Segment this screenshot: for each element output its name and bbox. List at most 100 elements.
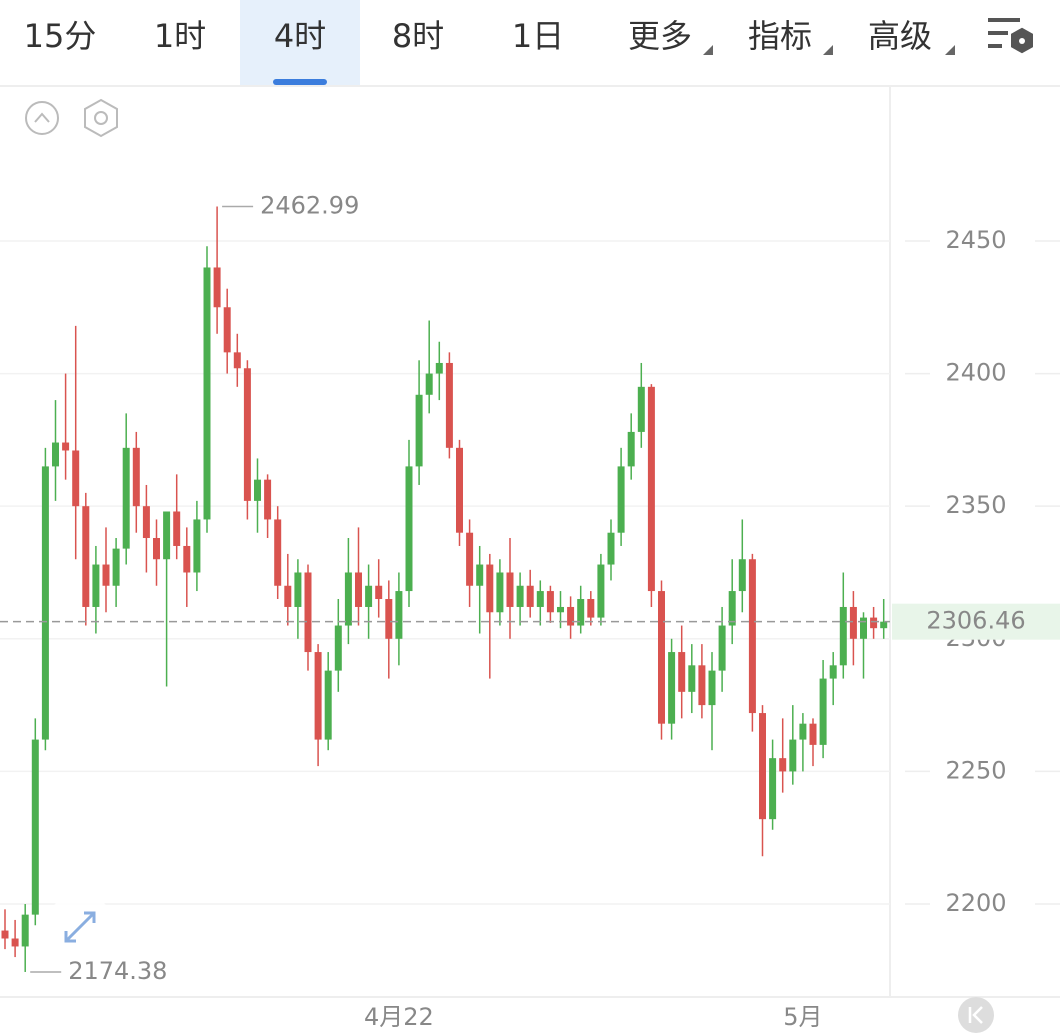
- hex-settings-icon[interactable]: [84, 98, 118, 138]
- y-tick-label: 2250: [945, 756, 1006, 784]
- candle-body: [607, 532, 615, 565]
- candle-body: [466, 532, 474, 586]
- y-tick-label: 2400: [945, 359, 1006, 387]
- candle-body: [870, 617, 878, 629]
- candle-body: [445, 362, 453, 448]
- candle-body: [274, 519, 282, 586]
- candle-body: [122, 447, 130, 549]
- candle-body: [425, 373, 433, 395]
- candle-body: [435, 362, 443, 374]
- candle-body: [819, 678, 827, 745]
- candle-body: [708, 670, 716, 706]
- candle-body: [546, 591, 554, 613]
- candle-body: [839, 606, 847, 666]
- candle-body: [617, 466, 625, 533]
- candle-body: [355, 572, 362, 607]
- candle-body: [344, 572, 352, 626]
- candle-body: [21, 914, 29, 947]
- x-tick-label: 4月22: [364, 1003, 434, 1031]
- last-price-label: 2306.46: [926, 607, 1025, 635]
- candle-body: [849, 606, 857, 639]
- candle-body: [506, 572, 514, 607]
- candle-body: [102, 564, 110, 586]
- candle-body: [728, 591, 736, 626]
- tab[interactable]: 1日: [512, 17, 564, 55]
- candle-body: [233, 352, 241, 369]
- candle-body: [789, 739, 797, 772]
- candle-body: [284, 585, 292, 607]
- candle-body: [223, 307, 231, 353]
- candle-body: [880, 621, 888, 629]
- candle-body: [213, 267, 221, 308]
- tab[interactable]: 高级: [868, 17, 932, 55]
- candle-body: [597, 564, 605, 618]
- candle-body: [62, 442, 70, 451]
- candle-body: [738, 559, 746, 592]
- candle-body: [627, 431, 635, 467]
- candle-body: [829, 665, 837, 679]
- settings-icon[interactable]: [988, 18, 1033, 54]
- candle-body: [82, 506, 90, 607]
- candle-body: [203, 267, 211, 520]
- candle-body: [31, 739, 39, 915]
- candle-body: [294, 572, 302, 607]
- tab[interactable]: 8时: [392, 17, 444, 55]
- candle-body: [769, 758, 777, 820]
- dropdown-arrows: [703, 45, 955, 55]
- tab[interactable]: 1时: [154, 17, 206, 55]
- candle-body: [668, 652, 676, 724]
- candle-body: [456, 447, 463, 533]
- candle-body: [193, 519, 201, 573]
- candle-body: [334, 625, 342, 671]
- max-label: 2462.99: [260, 192, 359, 220]
- candle-body: [243, 368, 251, 501]
- tab[interactable]: 指标: [748, 17, 812, 55]
- candle-body: [415, 394, 423, 467]
- y-tick-label: 2350: [945, 491, 1006, 519]
- candle-body: [759, 713, 766, 820]
- tab[interactable]: 更多: [628, 17, 692, 55]
- candle-body: [395, 591, 403, 639]
- expand-icon[interactable]: [46, 893, 114, 961]
- candle-body: [41, 466, 49, 740]
- candle-body: [304, 572, 312, 653]
- candle-body: [748, 559, 756, 714]
- tab[interactable]: 15分: [24, 17, 97, 55]
- candle-body: [183, 545, 191, 573]
- candle-body: [264, 479, 272, 520]
- candle-body: [718, 625, 726, 671]
- candle-body: [688, 665, 696, 692]
- x-tick-label: 5月: [783, 1003, 822, 1031]
- scroll-latest-icon[interactable]: [958, 997, 994, 1033]
- candle-body: [142, 506, 150, 539]
- candle-body: [860, 617, 867, 639]
- candle-body: [557, 606, 564, 613]
- candle-body: [476, 564, 484, 586]
- candle-body: [173, 511, 181, 546]
- candle-body: [799, 723, 807, 740]
- tab[interactable]: 4时: [274, 17, 326, 55]
- candle-body: [375, 585, 383, 600]
- active-tab-bg: [240, 0, 360, 85]
- active-tab-underline: [273, 79, 327, 85]
- collapse-icon[interactable]: [25, 101, 59, 135]
- y-tick-label: 2450: [945, 226, 1006, 254]
- candle-body: [658, 591, 665, 724]
- candle-body: [486, 564, 494, 613]
- candle-body: [324, 670, 332, 740]
- candle-body: [11, 938, 19, 947]
- candle-body: [112, 548, 120, 586]
- candle-body: [567, 606, 575, 626]
- candle-body: [314, 652, 322, 740]
- candle-body: [132, 447, 140, 507]
- plot: 2200225023002350240024504月225月2306.46246…: [0, 192, 1060, 1031]
- candle-body: [809, 723, 817, 745]
- min-label: 2174.38: [68, 957, 167, 985]
- last-price-box: [892, 603, 1060, 640]
- y-tick-label: 2200: [945, 889, 1006, 917]
- candle-body: [698, 665, 706, 706]
- candle-body: [72, 450, 80, 507]
- candle-body: [405, 466, 413, 592]
